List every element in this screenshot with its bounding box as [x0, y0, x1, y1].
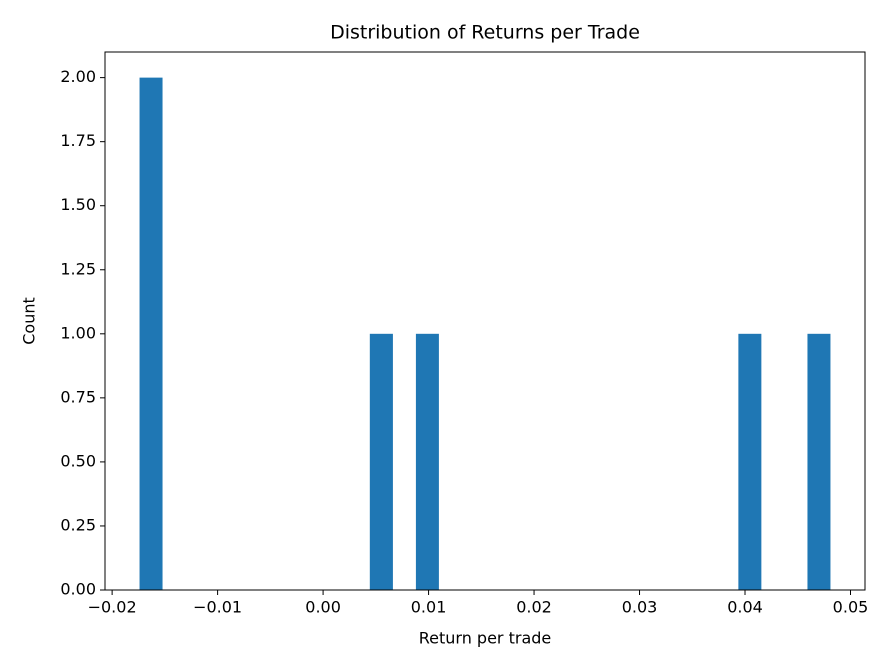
y-tick-label: 1.50 — [60, 195, 96, 214]
bar — [369, 333, 393, 590]
y-tick-label: 0.00 — [60, 580, 96, 599]
bar — [139, 77, 163, 591]
bar — [807, 333, 831, 590]
y-tick-label: 1.75 — [60, 131, 96, 150]
y-tick-label: 0.50 — [60, 451, 96, 470]
x-tick-label: 0.00 — [305, 598, 341, 617]
y-axis-label: Count — [20, 297, 39, 345]
x-tick-label: −0.02 — [88, 598, 137, 617]
plot-frame — [104, 51, 866, 591]
x-tick-label: 0.01 — [411, 598, 447, 617]
bar — [415, 333, 439, 590]
y-tick-label: 1.25 — [60, 259, 96, 278]
y-tick-label: 0.25 — [60, 515, 96, 534]
chart-title: Distribution of Returns per Trade — [330, 22, 640, 44]
x-tick-label: 0.02 — [516, 598, 552, 617]
x-tick-label: 0.03 — [622, 598, 658, 617]
y-tick-label: 2.00 — [60, 67, 96, 86]
x-tick-label: 0.05 — [833, 598, 869, 617]
y-tick-label: 1.00 — [60, 323, 96, 342]
x-tick-label: 0.04 — [727, 598, 763, 617]
bar — [738, 333, 762, 590]
x-tick-label: −0.01 — [193, 598, 242, 617]
x-axis-label: Return per trade — [419, 629, 552, 648]
y-tick-label: 0.75 — [60, 387, 96, 406]
